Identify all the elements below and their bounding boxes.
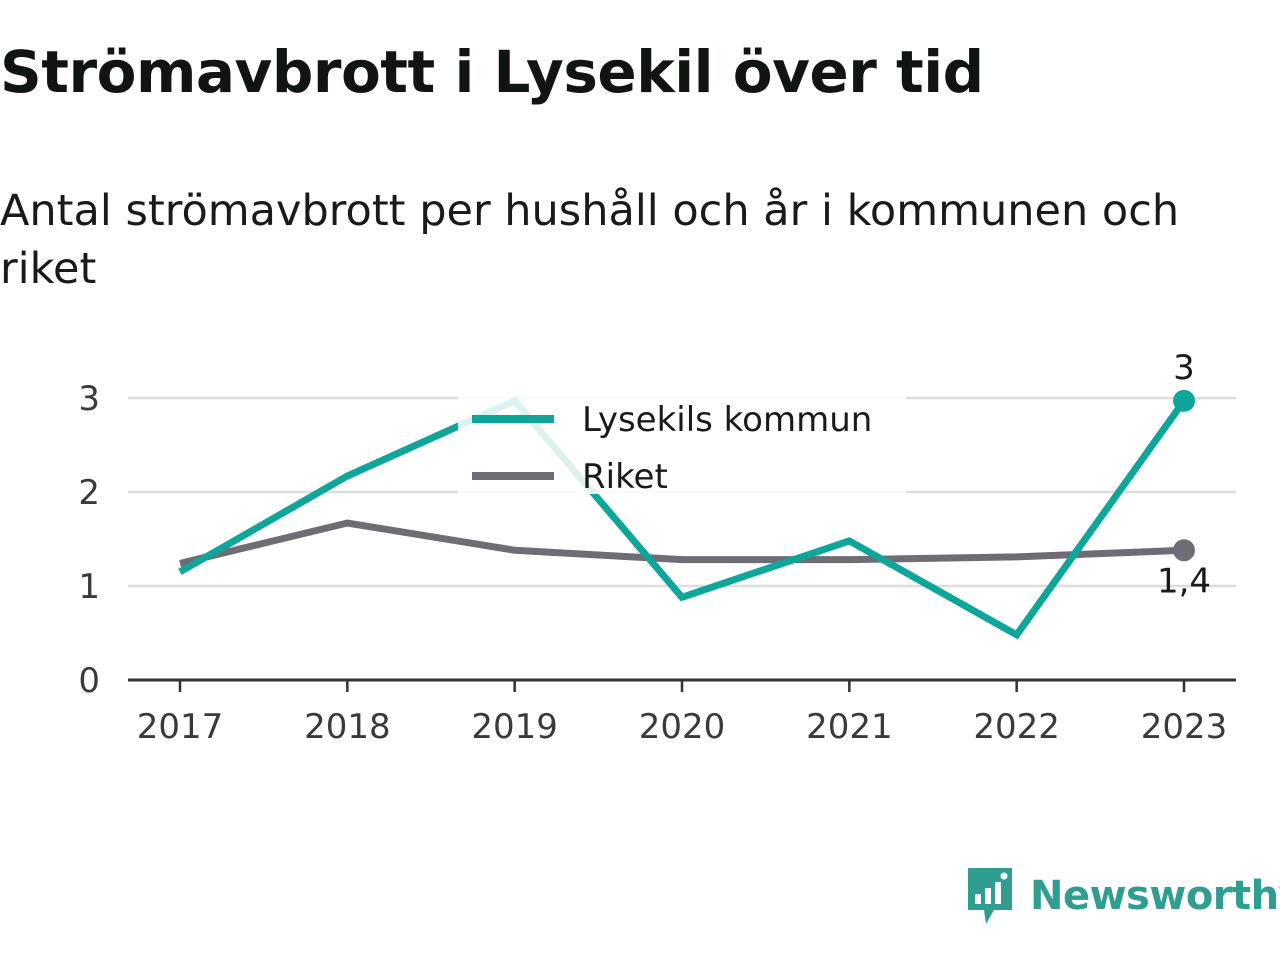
x-tick-label: 2020 xyxy=(639,707,726,747)
y-tick-label: 2 xyxy=(78,473,100,513)
chart-title: Strömavbrott i Lysekil över tid xyxy=(0,38,984,106)
end-marker xyxy=(1173,389,1195,412)
legend: Lysekils kommun Riket xyxy=(458,384,906,497)
x-tick-label: 2023 xyxy=(1141,707,1228,747)
y-tick-label: 1 xyxy=(78,567,100,607)
x-tick-label: 2021 xyxy=(806,707,893,747)
legend-label: Lysekils kommun xyxy=(582,400,872,440)
brand-logo: Newsworthy xyxy=(964,866,1280,926)
data-label: 3 xyxy=(1173,348,1195,388)
y-tick-label: 0 xyxy=(78,661,100,701)
newsworthy-logo-icon xyxy=(968,868,1012,924)
x-tick-label: 2018 xyxy=(304,707,391,747)
series-line-riket xyxy=(179,519,1185,567)
end-marker xyxy=(1173,539,1195,562)
x-tick-label: 2022 xyxy=(973,707,1060,747)
end-markers: 31,4 xyxy=(1157,348,1211,601)
series-lines xyxy=(178,396,1187,640)
x-tick-label: 2019 xyxy=(471,707,558,747)
legend-label: Riket xyxy=(582,457,668,497)
chart-subtitle: Antal strömavbrott per hushåll och år i … xyxy=(0,186,1180,294)
data-label: 1,4 xyxy=(1157,561,1211,601)
x-tick-label: 2017 xyxy=(137,707,224,747)
axes: 0 1 2 3 2017 2018 2019 2020 2021 2022 2023 xyxy=(78,379,1236,747)
y-tick-label: 3 xyxy=(78,379,100,419)
series-line-lysekils-kommun xyxy=(178,396,1187,640)
brand-name: Newsworthy xyxy=(1030,873,1280,919)
